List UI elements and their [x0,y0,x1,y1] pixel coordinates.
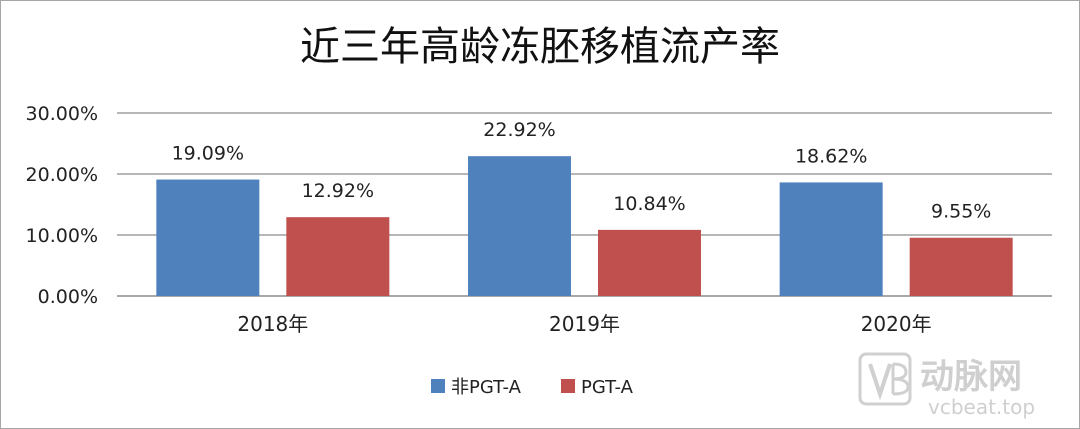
legend-swatch [561,379,575,393]
chart-title: 近三年高龄冻胚移植流产率 [300,24,780,70]
bar [156,179,260,296]
y-tick-label: 0.00% [38,286,98,308]
data-label: 9.55% [931,201,991,223]
data-label: 19.09% [172,143,244,165]
legend-swatch [431,379,445,393]
y-tick-label: 30.00% [26,103,98,125]
bar [286,217,390,296]
watermark-logo-icon [858,352,912,406]
watermark-site: vcbeat.top [928,395,1035,419]
watermark: 动脉网 vcbeat.top [858,352,1035,419]
grid-lines [117,112,1052,297]
x-axis-categories: 2018年 2019年 2020年 [237,312,931,336]
legend-label: PGT-A [581,377,634,398]
y-tick-label: 10.00% [26,225,98,247]
data-label: 12.92% [302,180,374,202]
data-labels: 19.09% 12.92% 22.92% 10.84% 18.62% 9.55% [172,119,992,223]
bar [468,156,571,296]
bar [598,229,701,296]
data-label: 18.62% [795,145,867,167]
data-label: 10.84% [613,193,685,215]
x-category-label: 2019年 [549,312,620,336]
x-category-label: 2020年 [861,312,932,336]
legend-label: 非PGT-A [451,377,522,398]
bar [909,237,1013,296]
y-axis-ticks: 0.00% 10.00% 20.00% 30.00% [26,103,98,308]
bar [779,182,883,296]
bars [156,156,1013,296]
data-label: 22.92% [483,119,555,141]
y-tick-label: 20.00% [26,164,98,186]
watermark-brand: 动脉网 [920,357,1022,397]
legend: 非PGT-A PGT-A [431,377,634,398]
x-category-label: 2018年 [237,312,308,336]
